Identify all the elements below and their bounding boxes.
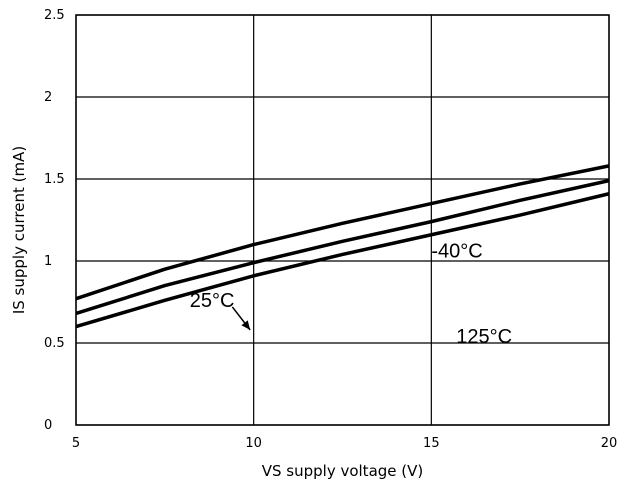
series-line-3 bbox=[75, 192, 610, 329]
tick-labels: 5 10 15 20 0 0.5 1 1.5 2 2.5 bbox=[44, 8, 617, 451]
annotations: -40°C 25°C 125°C bbox=[190, 241, 512, 348]
y-tick-label: 0 bbox=[44, 418, 52, 433]
annotation-label: 125°C bbox=[456, 326, 512, 348]
y-tick-label: 0.5 bbox=[44, 336, 65, 351]
annotation-label: 25°C bbox=[190, 290, 235, 312]
x-tick-label: 10 bbox=[245, 436, 262, 451]
y-tick-label: 2 bbox=[44, 90, 52, 105]
x-tick-label: 15 bbox=[423, 436, 440, 451]
series-line-2 bbox=[75, 178, 610, 316]
plot-frame bbox=[75, 14, 610, 426]
y-tick-label: 1.5 bbox=[44, 172, 65, 187]
y-axis-label: IS supply current (mA) bbox=[10, 146, 28, 314]
annotation-label: -40°C bbox=[431, 241, 482, 263]
annotation-arrow-head bbox=[241, 320, 251, 330]
x-axis-label: VS supply voltage (V) bbox=[262, 462, 424, 480]
grid-lines bbox=[75, 14, 610, 426]
y-tick-label: 2.5 bbox=[44, 8, 65, 23]
series-lines bbox=[75, 164, 610, 329]
series-line-1 bbox=[75, 164, 610, 301]
x-tick-label: 20 bbox=[601, 436, 618, 451]
x-tick-label: 5 bbox=[72, 436, 80, 451]
y-tick-label: 1 bbox=[44, 254, 52, 269]
